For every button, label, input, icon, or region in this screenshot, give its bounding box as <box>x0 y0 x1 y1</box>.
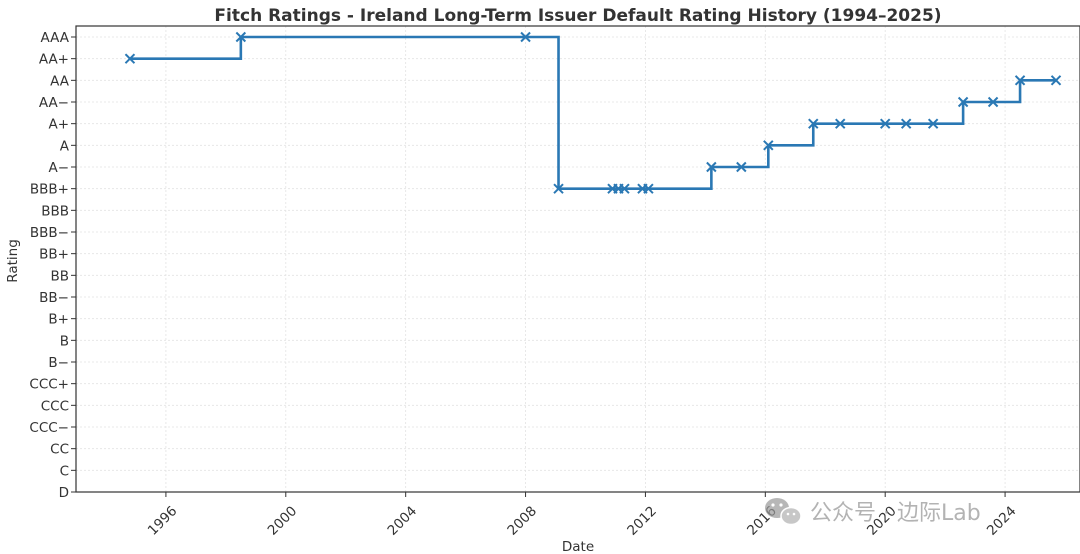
data-point-marker <box>927 118 939 129</box>
y-tick-label: CCC− <box>29 420 69 436</box>
y-tick-label: CCC <box>41 398 69 414</box>
y-tick-label: AAA <box>41 30 70 46</box>
data-point-marker <box>619 183 630 194</box>
y-tick-label: BBB− <box>30 225 69 241</box>
y-tick-label: BBB+ <box>30 182 69 198</box>
data-point-marker <box>763 140 774 151</box>
rating-step-line <box>129 35 1057 190</box>
plot-frame <box>75 25 1080 493</box>
data-point-marker <box>235 31 247 43</box>
y-tick-label: AA− <box>39 95 69 111</box>
x-tick-label: 2000 <box>265 503 301 539</box>
y-tick-label: BB− <box>39 290 69 306</box>
y-tick-label: D <box>59 485 69 501</box>
data-point-marker <box>987 96 999 108</box>
y-tick-label: AA+ <box>39 52 69 68</box>
y-tick-label: A <box>60 138 70 154</box>
rating-series <box>124 31 1062 194</box>
y-tick-label: AA <box>50 73 70 89</box>
x-tick-label: 2004 <box>385 503 421 539</box>
chart-title: Fitch Ratings - Ireland Long-Term Issuer… <box>214 6 941 26</box>
data-point-marker <box>643 183 654 194</box>
watermark: 公众号 · 边际Lab <box>765 498 981 526</box>
y-tick-label: B <box>60 333 69 349</box>
y-tick-label: BB+ <box>39 247 69 263</box>
y-tick-label: A+ <box>48 117 69 133</box>
data-point-marker <box>520 31 531 43</box>
data-point-marker <box>957 96 969 108</box>
x-axis-label: Date <box>562 539 594 554</box>
x-tick-label: 2024 <box>984 503 1020 539</box>
y-tick-label: BBB <box>41 203 69 219</box>
data-point-marker <box>1050 75 1062 86</box>
data-point-marker <box>879 118 891 129</box>
data-point-marker <box>835 118 846 129</box>
y-tick-label: B− <box>48 355 69 371</box>
y-tick-label: C <box>60 463 69 479</box>
x-tick-label: 1996 <box>145 503 181 539</box>
data-point-marker <box>808 118 819 129</box>
x-tick-label: 2012 <box>624 503 660 539</box>
y-tick-label: CC <box>50 442 69 458</box>
data-point-marker <box>553 183 564 194</box>
x-tick-label: 2008 <box>504 503 540 539</box>
y-tick-label: A− <box>48 160 69 176</box>
data-point-marker <box>706 161 717 173</box>
y-tick-label: BB <box>50 268 69 284</box>
y-tick-label: B+ <box>48 312 69 328</box>
grid-lines <box>76 26 1080 493</box>
wechat-icon <box>765 498 802 526</box>
data-point-marker <box>900 118 912 129</box>
y-axis-ticks: DCCCCCC−CCCCCC+B−BB+BB−BBBB+BBB−BBBBBB+A… <box>29 30 76 501</box>
data-point-marker <box>124 53 136 64</box>
data-point-marker <box>736 161 747 173</box>
data-point-marker <box>1014 75 1026 86</box>
watermark-text: 公众号 · 边际Lab <box>810 501 981 526</box>
y-axis-label: Rating <box>5 239 21 283</box>
y-tick-label: CCC+ <box>29 377 69 393</box>
